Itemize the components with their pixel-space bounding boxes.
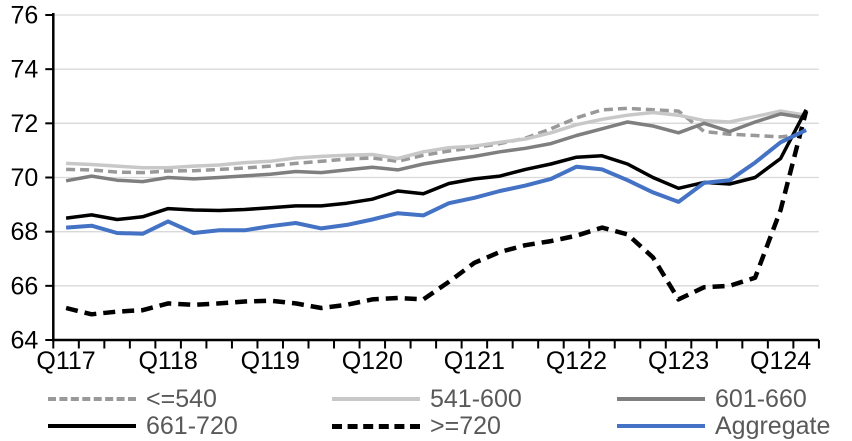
legend-label-601-660: 601-660 [715, 384, 807, 413]
legend-swatch-601-660-line [617, 397, 705, 401]
y-tick-label-76: 76 [10, 2, 38, 30]
legend-item-541-600: 541-600 [332, 386, 522, 412]
y-tick-label-68: 68 [10, 218, 38, 246]
legend-item-le-540: <=540 [48, 386, 217, 412]
series-line-661-720 [65, 108, 808, 222]
x-tick-label-Q118: Q118 [138, 347, 197, 375]
y-tick-label-72: 72 [10, 110, 38, 138]
x-tick-label-Q122: Q122 [546, 347, 607, 375]
legend-label-le-540: <=540 [146, 384, 217, 413]
x-tick-label-Q119: Q119 [241, 347, 300, 375]
legend-item-601-660: 601-660 [617, 386, 807, 412]
legend-swatch-aggregate-line [617, 424, 705, 428]
x-tick-label-Q121: Q121 [444, 347, 505, 375]
legend-label-661-720: 661-720 [146, 411, 238, 440]
legend-swatch-ge-720-dashed-line [332, 423, 420, 429]
legend-item-661-720: 661-720 [48, 413, 238, 439]
legend-swatch-661-720-line [48, 424, 136, 428]
series-line-541-600 [66, 109, 807, 170]
series-line-aggregate [65, 128, 807, 236]
series-line-le-540 [66, 106, 807, 175]
x-tick-label-Q124: Q124 [750, 347, 811, 375]
legend-swatch-541-600-line [332, 397, 420, 401]
y-tick-label-64: 64 [10, 327, 38, 355]
legend-item-ge-720: >=720 [332, 413, 501, 439]
series-line-601-660 [65, 112, 807, 184]
legend-label-aggregate: Aggregate [715, 411, 831, 440]
y-tick-label-66: 66 [10, 272, 38, 300]
x-tick-label-Q123: Q123 [648, 347, 709, 375]
legend-label-541-600: 541-600 [430, 384, 522, 413]
legend-item-aggregate: Aggregate [617, 413, 830, 439]
legend-label-ge-720: >=720 [430, 411, 501, 440]
x-tick-label-Q120: Q120 [342, 347, 403, 375]
series-line-ge-720 [65, 110, 809, 317]
y-tick-label-70: 70 [10, 164, 38, 192]
y-tick-label-74: 74 [10, 56, 38, 84]
legend-swatch-le-540-dashed-line [48, 397, 136, 401]
x-tick-label-Q117: Q117 [36, 347, 95, 375]
